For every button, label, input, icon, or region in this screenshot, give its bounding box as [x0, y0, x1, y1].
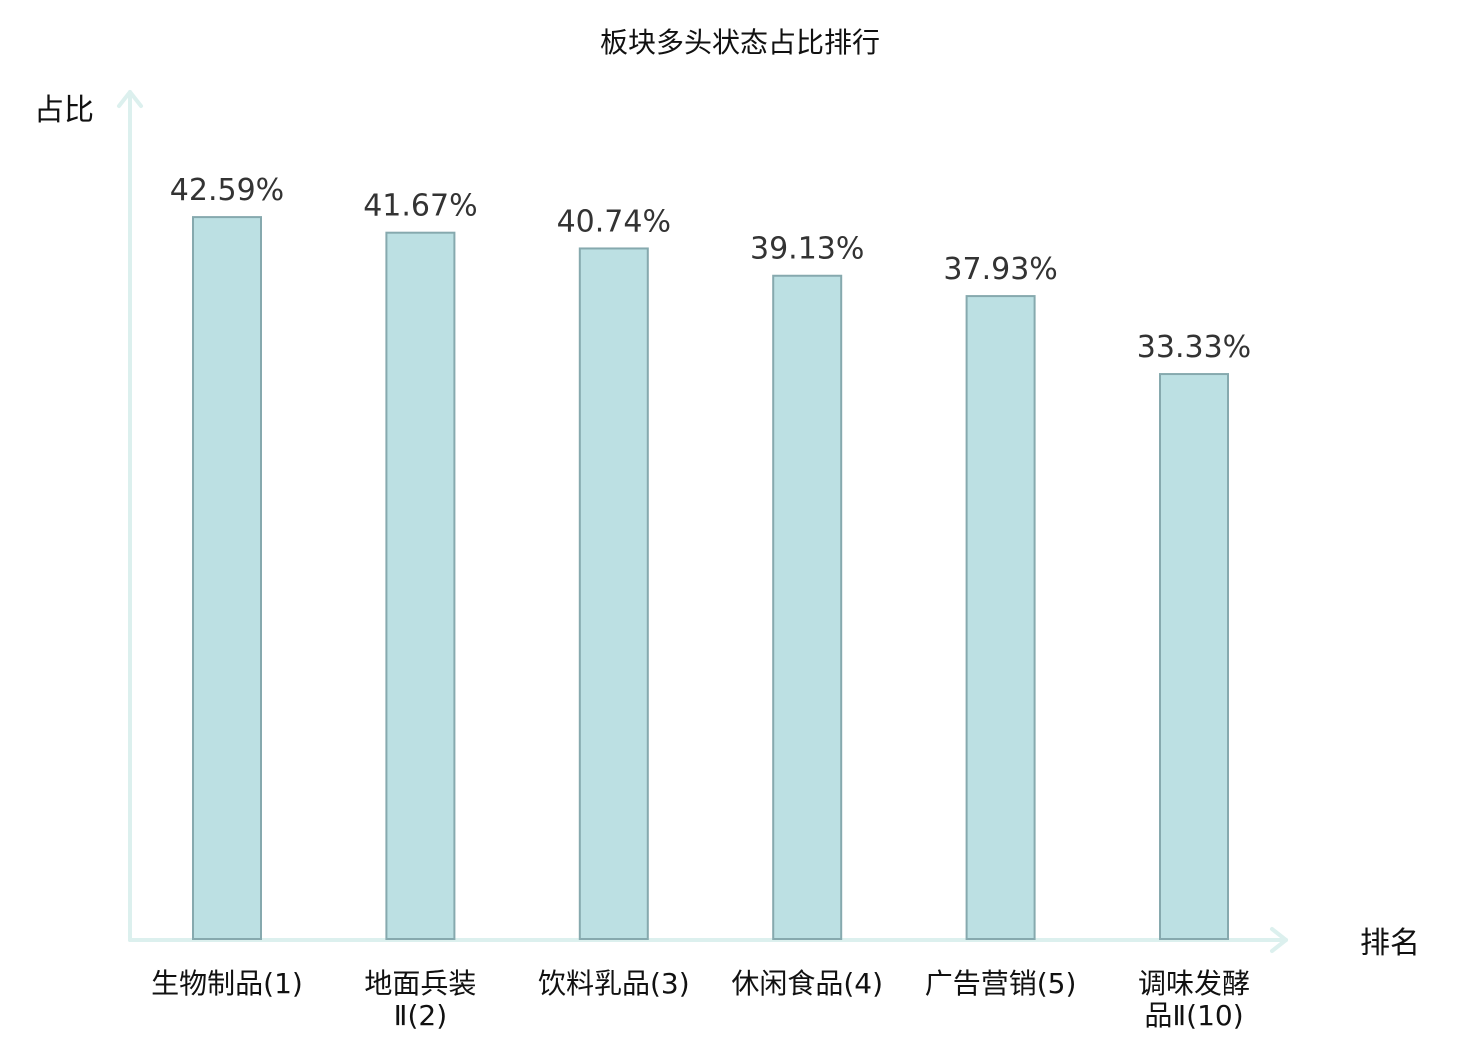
category-label-line: 生物制品(1)	[151, 967, 303, 1000]
category-label-line: 休闲食品(4)	[731, 967, 883, 1000]
category-label-line: 饮料乳品(3)	[538, 967, 690, 1000]
category-label-4: 休闲食品(4)	[731, 967, 883, 1000]
value-labels-group: 42.59% 41.67% 40.74% 39.13% 37.93% 33.33%	[170, 173, 1251, 365]
axes	[117, 90, 1288, 953]
bar-3	[578, 247, 649, 941]
bar-6	[1159, 373, 1229, 940]
category-label-line: 广告营销(5)	[925, 967, 1077, 1000]
value-label-1: 42.59%	[170, 173, 284, 208]
bar-5	[965, 295, 1036, 940]
category-label-1: 生物制品(1)	[151, 967, 303, 1000]
value-label-5: 37.93%	[943, 252, 1057, 287]
chart-title: 板块多头状态占比排行	[600, 26, 880, 59]
category-label-line: 调味发酵	[1138, 967, 1250, 1000]
value-label-4: 39.13%	[750, 232, 864, 267]
category-label-line: Ⅱ(2)	[394, 999, 447, 1032]
bar-2	[385, 231, 456, 941]
category-label-5: 广告营销(5)	[925, 967, 1077, 1000]
category-label-3: 饮料乳品(3)	[538, 967, 690, 1000]
x-axis-label: 排名	[1360, 926, 1420, 961]
value-label-2: 41.67%	[363, 189, 477, 224]
bar-1	[192, 216, 262, 941]
bars-group	[192, 216, 1229, 941]
value-label-6: 33.33%	[1137, 330, 1251, 365]
category-label-line: 品Ⅱ(10)	[1144, 999, 1243, 1032]
category-labels-group: 生物制品(1) 地面兵装 Ⅱ(2) 饮料乳品(3) 休闲食品(4) 广告营销(5) 调味发酵…	[151, 967, 1250, 1032]
y-axis-arrow	[117, 90, 143, 108]
bar-4	[772, 274, 843, 940]
value-label-3: 40.74%	[557, 204, 671, 239]
category-label-line: 地面兵装	[364, 967, 476, 1000]
category-label-6: 调味发酵品Ⅱ(10)	[1138, 967, 1250, 1032]
y-axis-label: 占比	[34, 93, 94, 128]
x-axis-arrow	[1270, 927, 1288, 953]
category-label-2: 地面兵装 Ⅱ(2)	[364, 967, 476, 1032]
